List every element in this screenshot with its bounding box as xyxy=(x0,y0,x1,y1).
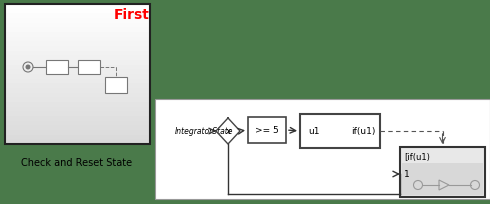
Bar xyxy=(5,14,150,19)
Bar xyxy=(5,56,150,61)
Bar xyxy=(5,93,150,98)
Bar xyxy=(78,61,100,75)
Bar xyxy=(5,47,150,51)
Text: x: x xyxy=(225,127,231,136)
Bar xyxy=(5,79,150,84)
Bar xyxy=(5,10,150,14)
Bar xyxy=(5,140,150,144)
Text: >= 5: >= 5 xyxy=(255,126,279,135)
Text: First: First xyxy=(114,8,150,22)
Bar xyxy=(155,100,490,199)
Bar xyxy=(300,114,380,148)
Text: Check and Reset State: Check and Reset State xyxy=(22,157,133,167)
Bar xyxy=(5,23,150,28)
Bar xyxy=(5,5,150,144)
Bar xyxy=(5,28,150,33)
Bar xyxy=(105,78,127,94)
Text: IntegratorState: IntegratorState xyxy=(175,127,234,136)
Text: 1: 1 xyxy=(404,170,410,179)
Bar xyxy=(5,84,150,89)
Text: u1: u1 xyxy=(308,127,319,136)
Bar xyxy=(5,70,150,75)
Bar xyxy=(248,118,286,143)
Bar xyxy=(5,102,150,107)
Bar xyxy=(5,38,150,42)
Bar xyxy=(5,33,150,38)
Bar xyxy=(5,5,150,10)
Bar xyxy=(5,65,150,70)
Bar xyxy=(400,147,485,197)
Bar xyxy=(402,163,483,195)
Bar xyxy=(5,116,150,121)
Bar xyxy=(5,98,150,102)
Bar xyxy=(5,135,150,140)
Circle shape xyxy=(26,66,30,69)
Bar xyxy=(5,19,150,23)
Bar xyxy=(5,42,150,47)
Bar xyxy=(5,121,150,126)
Bar xyxy=(5,107,150,112)
Text: if(u1): if(u1) xyxy=(351,127,375,136)
Bar xyxy=(5,51,150,56)
Bar xyxy=(5,75,150,79)
Bar xyxy=(5,112,150,116)
Bar xyxy=(5,126,150,130)
Text: [if(u1): [if(u1) xyxy=(404,153,430,162)
Bar xyxy=(46,61,68,75)
Bar xyxy=(5,130,150,135)
Bar xyxy=(5,89,150,93)
Bar xyxy=(5,61,150,65)
